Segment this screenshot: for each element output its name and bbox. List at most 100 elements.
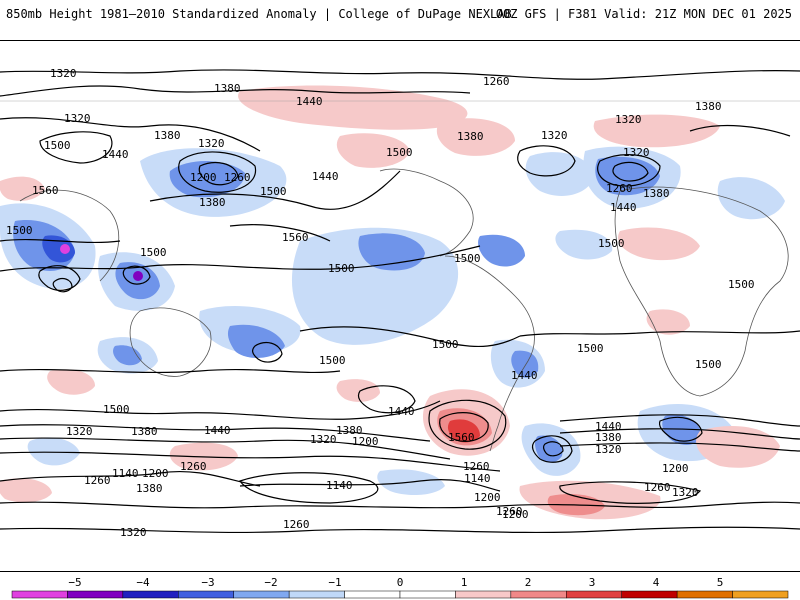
contour-1320-europe-east: 1320 — [615, 113, 642, 126]
contour-1200-southern-ocean: 1200 — [474, 491, 501, 504]
colorbar-segment — [67, 590, 124, 599]
negative-anomaly-shading — [0, 146, 785, 496]
colorbar-tick: 0 — [397, 576, 404, 589]
contour-1380-west-south: 1380 — [136, 482, 163, 495]
contour-1500-peru: 1500 — [432, 338, 459, 351]
colorbar-segment — [621, 590, 678, 599]
contour-1260-southern-ocean: 1260 — [463, 460, 490, 473]
colorbar-tick: 4 — [653, 576, 660, 589]
contour-1260-russia: 1260 — [606, 182, 633, 195]
contour-1380-canada: 1380 — [457, 130, 484, 143]
colorbar-segment — [11, 590, 68, 599]
colorbar-segment — [676, 590, 733, 599]
colorbar-segment — [122, 590, 179, 599]
colorbar-ticks: −5 −4 −3 −2 −1 0 1 2 3 4 5 — [68, 576, 723, 589]
positive-anomaly-shading — [0, 85, 780, 520]
contour-1260-antarctic-east: 1260 — [84, 474, 111, 487]
contour-1320-southern-ocean-west: 1320 — [66, 425, 93, 438]
colorbar-segment — [178, 590, 234, 599]
colorbar-segment — [233, 590, 290, 599]
colorbar-tick: 1 — [461, 576, 468, 589]
contour-1260-greenland: 1260 — [483, 75, 510, 88]
contour-1380-southern-ocean-west: 1380 — [131, 425, 158, 438]
contour-1560-south-pacific-high: 1560 — [448, 431, 475, 444]
colorbar-segment — [732, 590, 789, 599]
contour-1320-pacific-north: 1320 — [50, 67, 77, 80]
contour-1320-bottom: 1320 — [120, 526, 147, 539]
contour-1500-africa: 1500 — [728, 278, 755, 291]
colorbar-segment — [399, 590, 456, 599]
anomaly-colorbar: −5 −4 −3 −2 −1 0 1 2 3 4 5 — [11, 576, 789, 599]
contour-labels: 1320 1380 1440 1260 1380 1320 1380 1320 … — [6, 67, 755, 539]
contour-1380-europe: 1380 — [695, 100, 722, 113]
anomaly-map: 1320 1380 1440 1260 1380 1320 1380 1320 … — [0, 67, 800, 539]
contour-1320-south-atlantic: 1320 — [595, 443, 622, 456]
colorbar-segment — [288, 590, 345, 599]
contour-1260-aleutian: 1260 — [224, 171, 251, 184]
contour-1440-north-pacific: 1440 — [296, 95, 323, 108]
contour-1200-aleutian-low: 1200 — [190, 171, 217, 184]
colorbar-tick: 5 — [717, 576, 724, 589]
contour-1380-west-pacific: 1380 — [154, 129, 181, 142]
contour-1500-west-edge: 1500 — [6, 224, 33, 237]
contour-1260-south-east: 1260 — [496, 505, 523, 518]
contour-1320-scandinavia: 1320 — [623, 146, 650, 159]
map-title: 850mb Height 1981–2010 Standardized Anom… — [6, 7, 512, 21]
contour-1500-atlantic: 1500 — [598, 237, 625, 250]
contour-1200-west-south: 1200 — [142, 467, 169, 480]
contour-1440-south-atlantic: 1440 — [595, 420, 622, 433]
contour-1560-asia: 1560 — [32, 184, 59, 197]
contour-1380-siberia: 1380 — [214, 82, 241, 95]
contour-1200-south-pacific: 1200 — [352, 435, 379, 448]
contour-1380-south-atlantic: 1380 — [595, 431, 622, 444]
contour-1260-antarctic-mid: 1260 — [283, 518, 310, 531]
colorbar-tick: −3 — [201, 576, 214, 589]
contour-1140-southern-ocean: 1140 — [464, 472, 491, 485]
contour-1500-caribbean: 1500 — [454, 252, 481, 265]
height-contours — [0, 69, 800, 534]
colorbar-segment — [455, 590, 512, 599]
contour-1500-china: 1500 — [44, 139, 71, 152]
contour-1440-gulf-alaska: 1440 — [312, 170, 339, 183]
contour-1260-west-south: 1260 — [180, 460, 207, 473]
contour-1440-south-pacific: 1440 — [388, 405, 415, 418]
contour-1380-pacific-mid: 1380 — [199, 196, 226, 209]
contour-1140-antarctic: 1140 — [326, 479, 353, 492]
colorbar-tick: −2 — [264, 576, 277, 589]
colorbar-segments — [11, 590, 789, 599]
contour-1320-west: 1320 — [64, 112, 91, 125]
contour-1200-indian-ocean: 1200 — [662, 462, 689, 475]
contour-1500-brazil: 1500 — [577, 342, 604, 355]
contour-1500-australia-west: 1500 — [103, 403, 130, 416]
contour-1500-pacific: 1500 — [260, 185, 287, 198]
colorbar-segment — [566, 590, 622, 599]
colorbar-tick: −5 — [68, 576, 81, 589]
contour-1500-philippines: 1500 — [140, 246, 167, 259]
contour-1560-pacific: 1560 — [282, 231, 309, 244]
contour-1320-south-east: 1320 — [672, 486, 699, 499]
contour-1320-south-pacific: 1320 — [310, 433, 337, 446]
map-frame: 1320 1380 1440 1260 1380 1320 1380 1320 … — [0, 40, 800, 572]
contour-1380-russia: 1380 — [643, 187, 670, 200]
contour-1440-argentina: 1440 — [511, 369, 538, 382]
contour-1500-hudson: 1500 — [386, 146, 413, 159]
contour-1440-australia-south: 1440 — [204, 424, 231, 437]
contour-1260-indian-south: 1260 — [644, 481, 671, 494]
colorbar-segment — [344, 590, 401, 599]
coastlines — [0, 100, 800, 452]
colorbar-tick: 2 — [525, 576, 532, 589]
contour-1320-kamchatka: 1320 — [198, 137, 225, 150]
contour-1440-europe: 1440 — [610, 201, 637, 214]
colorbar-tick: −4 — [136, 576, 150, 589]
colorbar-tick: 3 — [589, 576, 596, 589]
contour-1440-east-asia: 1440 — [102, 148, 129, 161]
contour-1380-south-pacific: 1380 — [336, 424, 363, 437]
contour-1140-west-south: 1140 — [112, 467, 139, 480]
contour-1500-mid-pacific: 1500 — [328, 262, 355, 275]
contour-1320-iceland: 1320 — [541, 129, 568, 142]
colorbar-segment — [510, 590, 567, 599]
colorbar-tick: −1 — [328, 576, 341, 589]
contour-1500-south-africa: 1500 — [695, 358, 722, 371]
contour-1200-antarctic-east: 1200 — [502, 508, 529, 521]
contour-1500-south-pacific: 1500 — [319, 354, 346, 367]
